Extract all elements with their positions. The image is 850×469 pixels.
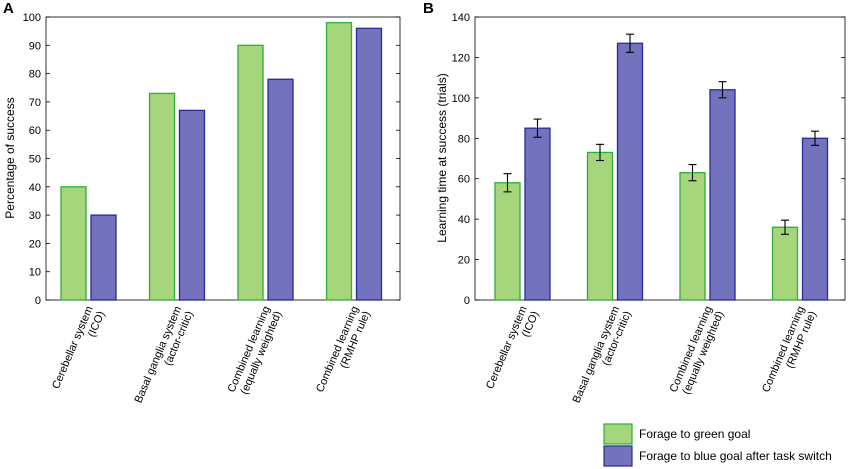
y-tick-label: 20: [458, 255, 470, 267]
y-tick-label: 60: [458, 174, 470, 186]
bar: [178, 109, 206, 301]
chart-a: 0 10 20 30 40 50 60 70 80 90 100 Cerebellar system…: [3, 12, 401, 409]
y-tick-label: 80: [29, 69, 41, 81]
error-bar: [596, 143, 604, 162]
legend-swatch-green: [603, 423, 633, 445]
legend-swatch-blue: [603, 445, 633, 467]
bar: [325, 22, 353, 301]
x-category-label: Basal ganglia system(actor-critic): [133, 304, 196, 409]
error-bar: [718, 81, 727, 99]
y-tick-label: 50: [29, 154, 41, 166]
y-tick-label: 20: [29, 238, 41, 250]
category-labels-a: Cerebellar system(ICO) Basal ganglia syst…: [50, 304, 373, 409]
category-labels-b: Cerebellar system(ICO) Basal ganglia syst…: [484, 304, 819, 409]
plot-area-b: [474, 16, 846, 301]
error-bar: [811, 130, 819, 146]
bar: [709, 89, 736, 301]
y-axis-label-b: Learning time at success (trials): [435, 73, 449, 242]
x-category-label: Combined learning(equally weighted): [668, 304, 727, 399]
y-tick-label: 60: [29, 125, 41, 137]
bar: [616, 42, 644, 301]
bar: [801, 137, 829, 301]
x-category-label: Combined learning(equally weighted): [226, 304, 285, 399]
bars-a: [60, 22, 383, 301]
bar: [524, 127, 551, 301]
bar: [679, 171, 706, 301]
bar: [148, 92, 176, 301]
y-ticks-a: 0 10 20 30 40 50 60 70 80 90 100: [23, 12, 400, 307]
y-tick-label: 120: [452, 52, 470, 64]
y-tick-label: 140: [452, 12, 470, 24]
y-tick-label: 80: [458, 133, 470, 145]
chart-b: 0 20 40 60 80 100 120 140 Cerebellar system(ICO…: [435, 12, 846, 409]
panel-b-label: B: [423, 0, 434, 17]
error-bar: [688, 164, 697, 182]
bar: [60, 186, 87, 301]
y-tick-label: 90: [29, 40, 41, 52]
y-tick-label: 70: [29, 97, 41, 109]
bars-b: [494, 33, 829, 301]
x-category-label: Cerebellar system(ICO): [50, 304, 107, 395]
bar: [355, 27, 383, 301]
bar: [586, 151, 614, 301]
x-category-label: Cerebellar system(ICO): [484, 304, 541, 395]
y-ticks-b: 0 20 40 60 80 100 120 140: [452, 12, 845, 307]
bar: [494, 182, 521, 301]
bar: [267, 78, 294, 301]
y-tick-label: 40: [29, 182, 41, 194]
legend-label-blue: Forage to blue goal after task switch: [639, 449, 832, 463]
x-category-line: Cerebellar system: [50, 304, 96, 390]
error-bar: [533, 118, 542, 138]
bar: [237, 44, 264, 301]
y-tick-label: 40: [458, 214, 470, 226]
y-tick-label: 10: [29, 267, 41, 279]
error-bar: [781, 219, 789, 235]
bar: [90, 214, 117, 301]
x-category-label: Basal ganglia system(actor-critic): [571, 304, 634, 409]
error-bar: [626, 33, 634, 53]
bar: [771, 226, 799, 301]
y-tick-label: 100: [23, 12, 41, 24]
x-category-label: Combined learning(RMHP rule): [760, 304, 819, 399]
y-axis-label-a: Percentage of success: [3, 97, 17, 218]
y-tick-label: 0: [464, 295, 470, 307]
x-category-label: Combined learning(RMHP rule): [314, 304, 373, 399]
panel-a-label: A: [3, 0, 14, 17]
legend-label-green: Forage to green goal: [639, 427, 750, 441]
error-bar: [503, 173, 512, 193]
x-category-line: Cerebellar system: [484, 304, 530, 390]
legend: Forage to green goal Forage to blue goal…: [603, 423, 832, 467]
y-tick-label: 30: [29, 210, 41, 222]
y-tick-label: 100: [452, 93, 470, 105]
y-tick-label: 0: [35, 295, 41, 307]
